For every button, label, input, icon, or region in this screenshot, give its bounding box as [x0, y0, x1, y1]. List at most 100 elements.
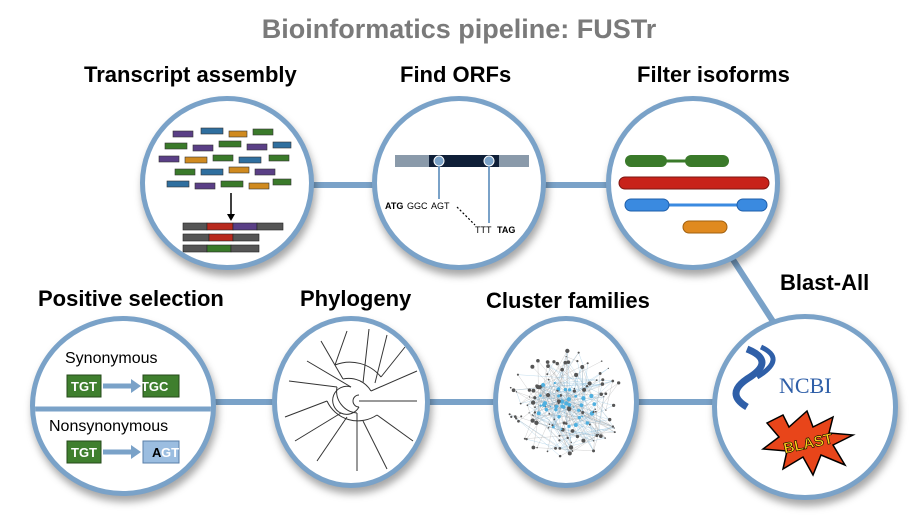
- network-node: [547, 426, 550, 429]
- network-edge: [540, 379, 549, 396]
- network-node: [546, 373, 549, 376]
- network-node: [534, 406, 536, 408]
- selection-graphic: Synonymous TGT TG C Nonsynonymous TGT A …: [35, 350, 211, 464]
- network-node: [568, 445, 574, 450]
- network-node: [597, 433, 600, 436]
- network-node: [558, 439, 561, 442]
- network-node: [563, 387, 568, 392]
- network-edge: [532, 420, 578, 437]
- network-edge: [547, 366, 599, 435]
- network-edge: [547, 361, 555, 375]
- network-node: [589, 393, 594, 399]
- network-edge: [581, 405, 606, 439]
- syn-to-codon-b: C: [159, 379, 169, 394]
- network-edge: [566, 356, 578, 362]
- network-node: [546, 364, 550, 369]
- network-node: [508, 413, 511, 416]
- network-node: [591, 410, 594, 412]
- network-node: [570, 429, 575, 433]
- network-node: [595, 379, 598, 381]
- network-edge: [569, 434, 599, 454]
- network-node: [576, 408, 581, 412]
- network-edge: [527, 380, 613, 406]
- network-edge: [532, 413, 550, 421]
- network-edge: [547, 361, 596, 412]
- network-node: [564, 422, 568, 425]
- network-node: [585, 384, 589, 388]
- network-node: [565, 348, 570, 353]
- network-edge: [524, 412, 536, 439]
- network-edge: [569, 408, 594, 451]
- network-node: [603, 396, 605, 398]
- network-node: [553, 381, 556, 385]
- network-node: [532, 415, 534, 417]
- network-edge: [554, 419, 572, 448]
- network-node: [511, 388, 516, 393]
- network-node: [534, 420, 539, 426]
- network-node: [528, 396, 531, 398]
- step-label-blast: Blast-All: [780, 270, 870, 295]
- network-node: [564, 401, 569, 406]
- orf-start-codon: ATG: [385, 201, 403, 211]
- network-node: [581, 411, 585, 415]
- network-node: [567, 451, 572, 456]
- network-node: [525, 437, 528, 441]
- network-node: [558, 434, 561, 437]
- network-node: [544, 407, 549, 412]
- network-node: [549, 405, 552, 408]
- network-node: [567, 402, 572, 407]
- network-edge: [553, 426, 570, 454]
- network-node: [541, 383, 546, 387]
- network-edge: [536, 386, 542, 423]
- network-node: [570, 441, 572, 444]
- filter-isoforms-circle: [606, 96, 780, 270]
- transcript-assembly-circle: [140, 96, 314, 270]
- network-edge: [544, 403, 588, 424]
- network-node: [531, 445, 536, 450]
- network-node: [595, 433, 598, 436]
- network-node: [546, 450, 549, 453]
- network-edge: [516, 391, 521, 404]
- network-edge: [593, 434, 599, 451]
- network-node: [552, 360, 556, 364]
- network-edge: [547, 361, 579, 411]
- network-node: [594, 408, 596, 410]
- network-edge: [532, 414, 563, 430]
- network-edge: [562, 429, 572, 443]
- network-edge: [532, 414, 573, 452]
- network-node: [509, 386, 512, 389]
- network-node: [530, 364, 535, 369]
- network-node: [536, 446, 538, 449]
- network-edge: [561, 408, 570, 430]
- network-node: [560, 367, 564, 372]
- network-edge: [529, 404, 545, 414]
- find-orfs-circle: ATG GGC AGT TTT TAG: [372, 96, 546, 270]
- network-edge: [605, 380, 613, 411]
- network-node: [581, 396, 586, 401]
- network-node: [539, 394, 542, 397]
- network-node: [566, 436, 569, 440]
- network-node: [574, 372, 579, 378]
- network-edge: [527, 405, 533, 421]
- network-edge: [527, 386, 542, 406]
- network-edge: [533, 447, 594, 452]
- network-edge: [554, 362, 569, 384]
- network-edge: [574, 366, 583, 389]
- ncbi-logo-text: NCBI: [779, 373, 832, 398]
- network-edge: [526, 438, 573, 452]
- network-node: [547, 378, 550, 381]
- phylogeny-circle: [272, 316, 430, 488]
- network-node: [554, 404, 558, 409]
- network-node: [577, 351, 580, 354]
- network-node: [567, 406, 571, 410]
- network-node: [605, 409, 607, 411]
- network-edge: [537, 383, 603, 388]
- phylogeny-tree-graphic: [284, 328, 418, 471]
- network-node: [567, 388, 572, 392]
- network-node: [536, 411, 541, 416]
- network-edge: [534, 350, 568, 408]
- network-node: [592, 449, 596, 453]
- network-node: [536, 358, 540, 363]
- network-node: [530, 418, 535, 423]
- network-node: [563, 360, 568, 365]
